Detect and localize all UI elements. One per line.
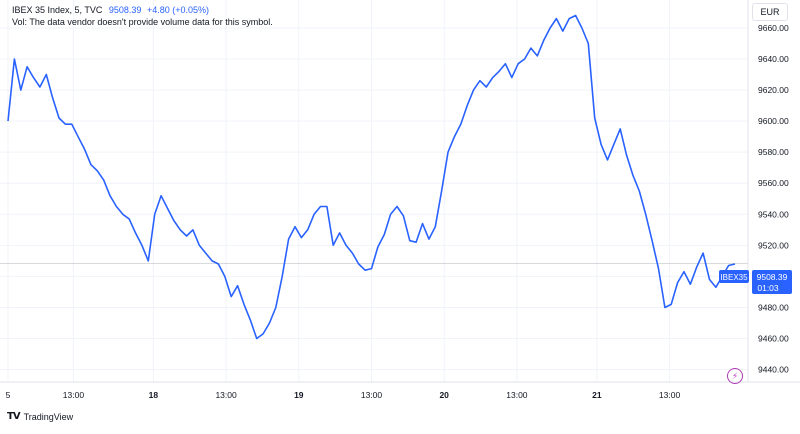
legend-price: 9508.39 [108, 5, 142, 15]
y-tick-label: 9520.00 [758, 240, 789, 250]
y-tick-label: 9460.00 [758, 334, 789, 344]
time-axis[interactable]: 5 13:00 18 13:00 19 13:00 20 13:00 21 13:00 [6, 390, 681, 400]
legend-change: +4.80 (+0.05%) [146, 5, 210, 15]
price-axis[interactable]: 9440.009460.009480.009500.009520.009540.… [758, 23, 789, 375]
x-tick-label: 13:00 [63, 390, 85, 400]
tradingview-logo-icon: TV [7, 411, 21, 422]
y-tick-label: 9600.00 [758, 116, 789, 126]
series-line-ibex35 [7, 14, 736, 340]
tradingview-logo-text: TradingView [23, 411, 74, 422]
y-tick-label: 9620.00 [758, 85, 789, 95]
legend-main-row: IBEX 35 Index, 5, TVC 9508.39 +4.80 (+0.… [12, 4, 273, 16]
y-tick-label: 9480.00 [758, 302, 789, 312]
alert-icon[interactable]: ⚡ [727, 368, 743, 384]
price-tag-value: 9508.39 [757, 272, 788, 282]
x-tick-label: 5 [6, 390, 11, 400]
x-tick-label: 13:00 [361, 390, 383, 400]
y-tick-label: 9580.00 [758, 147, 789, 157]
grid [0, 0, 748, 382]
tradingview-logo[interactable]: TV TradingView [7, 411, 73, 422]
price-tag-ticker: IBEX35 [720, 273, 748, 282]
price-tag: IBEX35 9508.39 01:03 [719, 270, 792, 294]
x-tick-label: 20 [439, 390, 449, 400]
x-tick-label: 18 [149, 390, 159, 400]
chart-legend: IBEX 35 Index, 5, TVC 9508.39 +4.80 (+0.… [12, 4, 273, 28]
x-tick-label: 19 [294, 390, 304, 400]
x-tick-label: 21 [592, 390, 602, 400]
legend-volume-note: Vol: The data vendor doesn't provide vol… [12, 17, 273, 27]
y-tick-label: 9640.00 [758, 54, 789, 64]
price-tag-value-bg [752, 270, 792, 294]
y-tick-label: 9660.00 [758, 23, 789, 33]
y-tick-label: 9440.00 [758, 365, 789, 375]
y-tick-label: 9560.00 [758, 178, 789, 188]
x-tick-label: 13:00 [659, 390, 681, 400]
x-tick-label: 13:00 [506, 390, 528, 400]
x-tick-label: 13:00 [215, 390, 237, 400]
currency-button[interactable]: EUR [752, 3, 788, 21]
legend-symbol[interactable]: IBEX 35 Index, 5, TVC [12, 5, 103, 15]
price-tag-ticker-bg [719, 270, 749, 283]
y-tick-label: 9540.00 [758, 209, 789, 219]
price-tag-countdown: 01:03 [757, 283, 779, 293]
